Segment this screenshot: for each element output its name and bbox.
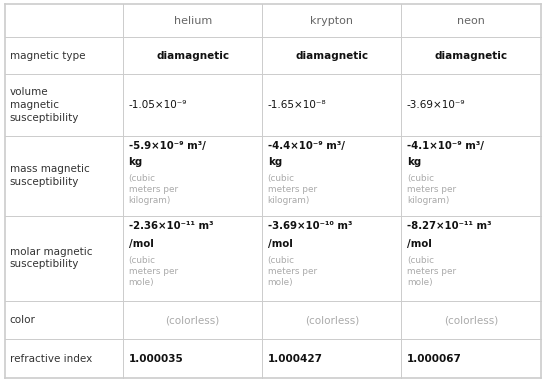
Text: -3.69×10⁻⁹: -3.69×10⁻⁹: [407, 100, 465, 110]
Text: magnetic type: magnetic type: [10, 50, 85, 60]
Text: /mol: /mol: [268, 239, 293, 249]
Text: (cubic
meters per
mole): (cubic meters per mole): [128, 256, 177, 288]
Text: 1.000067: 1.000067: [407, 354, 462, 364]
Text: diamagnetic: diamagnetic: [435, 50, 508, 60]
Text: (cubic
meters per
mole): (cubic meters per mole): [407, 256, 456, 288]
Text: kg: kg: [407, 157, 421, 167]
Text: (cubic
meters per
kilogram): (cubic meters per kilogram): [268, 174, 317, 205]
Text: (cubic
meters per
kilogram): (cubic meters per kilogram): [128, 174, 177, 205]
Text: kg: kg: [268, 157, 282, 167]
Text: -8.27×10⁻¹¹ m³: -8.27×10⁻¹¹ m³: [407, 221, 491, 231]
Text: -4.4×10⁻⁹ m³/: -4.4×10⁻⁹ m³/: [268, 141, 345, 151]
Text: /mol: /mol: [128, 239, 153, 249]
Text: 1.000427: 1.000427: [268, 354, 323, 364]
Text: -2.36×10⁻¹¹ m³: -2.36×10⁻¹¹ m³: [128, 221, 213, 231]
Text: (cubic
meters per
kilogram): (cubic meters per kilogram): [407, 174, 456, 205]
Text: -4.1×10⁻⁹ m³/: -4.1×10⁻⁹ m³/: [407, 141, 484, 151]
Text: (colorless): (colorless): [165, 315, 220, 325]
Text: -1.65×10⁻⁸: -1.65×10⁻⁸: [268, 100, 327, 110]
Text: /mol: /mol: [407, 239, 432, 249]
Text: molar magnetic
susceptibility: molar magnetic susceptibility: [10, 247, 92, 269]
Text: kg: kg: [128, 157, 143, 167]
Text: (colorless): (colorless): [305, 315, 359, 325]
Text: (colorless): (colorless): [444, 315, 498, 325]
Text: -5.9×10⁻⁹ m³/: -5.9×10⁻⁹ m³/: [128, 141, 205, 151]
Text: diamagnetic: diamagnetic: [156, 50, 229, 60]
Text: color: color: [10, 315, 35, 325]
Text: neon: neon: [457, 16, 485, 26]
Text: helium: helium: [174, 16, 212, 26]
Text: refractive index: refractive index: [10, 354, 92, 364]
Text: krypton: krypton: [310, 16, 353, 26]
Text: -1.05×10⁻⁹: -1.05×10⁻⁹: [128, 100, 187, 110]
Text: diamagnetic: diamagnetic: [295, 50, 369, 60]
Text: mass magnetic
susceptibility: mass magnetic susceptibility: [10, 164, 90, 187]
Text: -3.69×10⁻¹⁰ m³: -3.69×10⁻¹⁰ m³: [268, 221, 352, 231]
Text: (cubic
meters per
mole): (cubic meters per mole): [268, 256, 317, 288]
Text: 1.000035: 1.000035: [128, 354, 183, 364]
Text: volume
magnetic
susceptibility: volume magnetic susceptibility: [10, 87, 79, 123]
